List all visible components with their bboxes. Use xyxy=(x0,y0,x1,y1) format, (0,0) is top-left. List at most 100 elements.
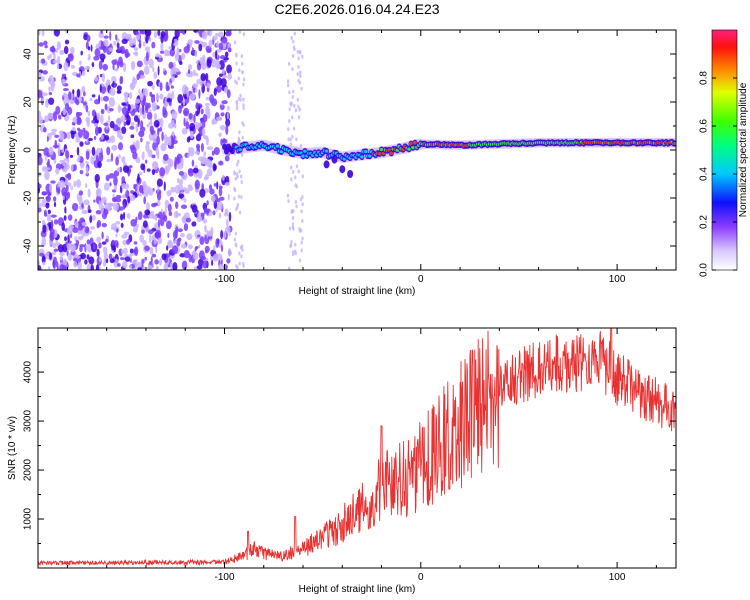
noise-band-blob xyxy=(291,169,295,174)
noise-blob xyxy=(98,242,102,249)
noise-band-blob xyxy=(301,236,304,241)
noise-blob xyxy=(63,92,67,98)
noise-blob xyxy=(67,214,73,221)
noise-blob xyxy=(57,186,61,194)
noise-blob xyxy=(120,249,125,254)
noise-band-blob xyxy=(291,222,295,227)
noise-blob xyxy=(91,146,96,156)
noise-blob xyxy=(205,249,209,254)
noise-blob xyxy=(44,171,50,181)
noise-blob xyxy=(142,240,147,246)
noise-blob xyxy=(85,244,88,250)
spectrogram-marks xyxy=(38,30,676,270)
noise-blob xyxy=(148,121,153,126)
noise-blob xyxy=(59,256,64,261)
noise-blob xyxy=(228,232,231,237)
noise-blob xyxy=(169,196,174,202)
noise-blob xyxy=(79,141,84,147)
noise-blob xyxy=(155,53,160,58)
noise-blob xyxy=(138,184,144,194)
noise-blob xyxy=(222,69,225,75)
noise-blob xyxy=(183,223,189,232)
noise-blob xyxy=(115,194,122,199)
noise-blob xyxy=(138,39,142,49)
noise-blob xyxy=(197,211,202,221)
noise-blob xyxy=(151,161,159,170)
noise-blob xyxy=(180,204,188,209)
noise-blob xyxy=(116,243,119,249)
noise-band-blob xyxy=(298,107,301,112)
noise-blob xyxy=(62,195,65,200)
noise-blob xyxy=(94,99,101,105)
noise-band-blob xyxy=(240,54,244,59)
noise-blob xyxy=(136,262,142,268)
noise-blob xyxy=(191,221,197,227)
noise-blob xyxy=(50,180,56,184)
noise-blob xyxy=(140,163,145,171)
noise-blob xyxy=(129,248,134,254)
noise-blob xyxy=(45,195,51,203)
noise-blob xyxy=(171,245,179,255)
noise-blob xyxy=(172,261,178,270)
noise-blob xyxy=(193,113,196,124)
noise-blob xyxy=(84,65,91,70)
noise-blob xyxy=(216,200,223,211)
noise-blob xyxy=(69,154,74,159)
noise-blob xyxy=(101,72,105,83)
noise-band-blob xyxy=(293,242,297,247)
noise-band-blob xyxy=(287,127,290,132)
noise-blob xyxy=(77,236,84,241)
noise-band-blob xyxy=(236,265,239,270)
noise-blob xyxy=(187,154,190,158)
noise-blob xyxy=(194,179,201,190)
noise-blob xyxy=(116,42,120,49)
noise-blob xyxy=(115,221,121,225)
noise-blob xyxy=(176,155,180,165)
noise-blob xyxy=(98,256,102,263)
noise-blob xyxy=(76,116,82,124)
noise-blob xyxy=(218,186,223,197)
noise-blob xyxy=(166,190,172,197)
noise-blob xyxy=(123,121,127,127)
noise-blob xyxy=(171,110,178,120)
noise-blob xyxy=(216,181,219,190)
noise-blob xyxy=(160,42,164,52)
noise-blob xyxy=(47,97,55,105)
noise-band-blob xyxy=(288,119,291,124)
noise-band-blob xyxy=(286,79,290,84)
noise-blob xyxy=(132,226,139,233)
noise-blob xyxy=(90,156,95,165)
noise-blob xyxy=(44,252,50,260)
noise-band-blob xyxy=(237,194,241,199)
noise-band-blob xyxy=(301,54,304,59)
noise-blob xyxy=(163,181,166,192)
noise-band-blob xyxy=(242,77,246,82)
noise-blob xyxy=(177,228,183,233)
noise-band-blob xyxy=(295,164,299,169)
noise-blob xyxy=(224,208,229,215)
snr-series-line xyxy=(38,328,676,567)
noise-blob xyxy=(157,30,161,37)
noise-blob xyxy=(203,207,207,215)
noise-band-blob xyxy=(290,36,293,41)
noise-band-blob xyxy=(300,248,303,253)
noise-blob xyxy=(115,156,119,166)
noise-blob xyxy=(41,236,46,247)
noise-band-blob xyxy=(293,31,297,36)
noise-blob xyxy=(178,171,184,176)
noise-blob xyxy=(108,253,113,260)
noise-blob xyxy=(53,51,56,61)
noise-blob xyxy=(106,158,112,163)
noise-blob xyxy=(57,244,64,253)
noise-blob xyxy=(46,213,52,222)
noise-blob xyxy=(91,109,96,117)
snr-y-axis-label: SNR (10 * v/v) xyxy=(7,416,18,480)
noise-blob xyxy=(144,209,151,216)
noise-blob xyxy=(189,122,196,132)
noise-blob xyxy=(227,47,232,53)
noise-blob xyxy=(106,146,111,156)
noise-band-blob xyxy=(293,249,297,254)
noise-blob xyxy=(49,183,53,193)
noise-blob xyxy=(139,30,144,34)
noise-blob xyxy=(170,186,176,193)
